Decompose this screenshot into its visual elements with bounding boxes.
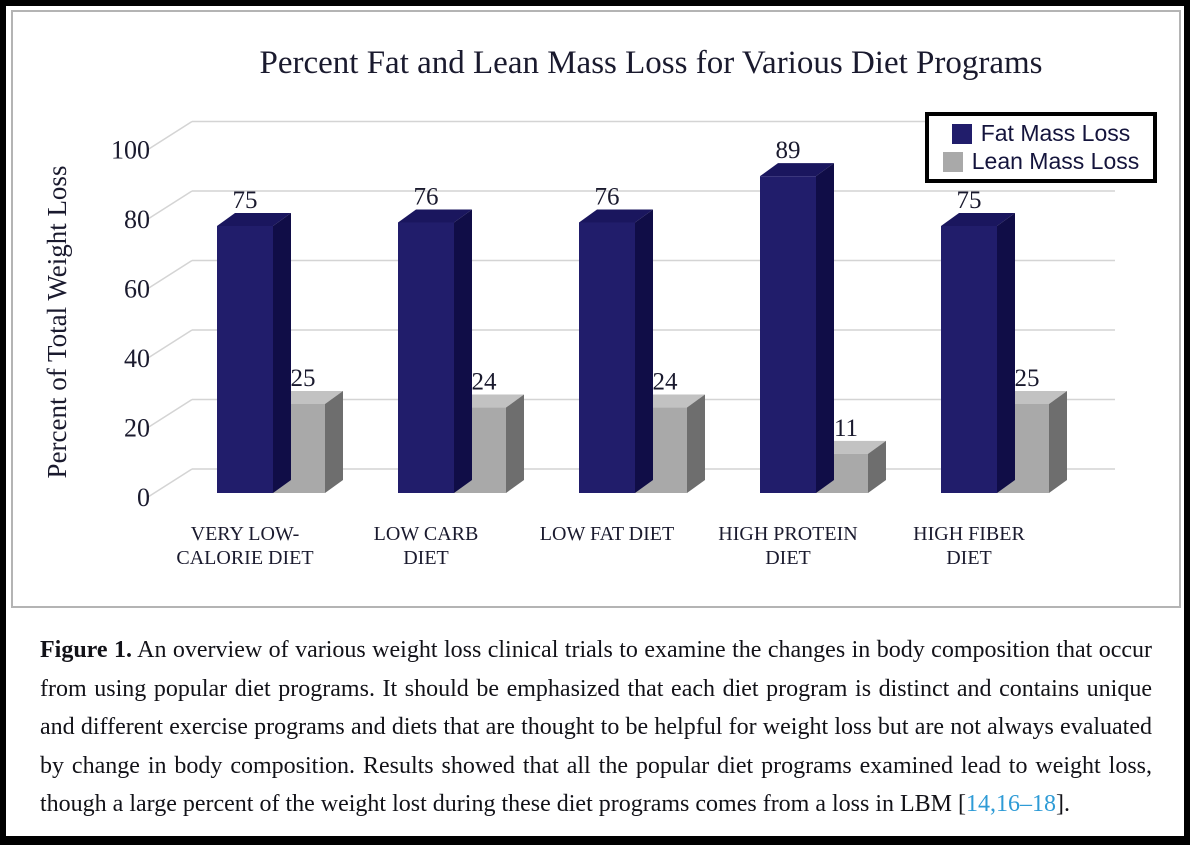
axis-depth-line [147,190,193,220]
y-tick-label: 20 [124,414,150,443]
x-category-label: DIET [765,547,811,569]
bar-fat-mass-loss-front [941,226,997,493]
bar-fat-mass-loss-front [398,222,454,493]
bar-fat-mass-loss-top [579,209,653,223]
axis-depth-line [147,398,193,429]
legend-swatch-lean-icon [942,151,963,172]
bar-lean-mass-loss-side [1049,391,1067,493]
y-tick-label: 0 [137,483,150,512]
figure-caption-end: ]. [1056,791,1071,817]
bar-fat-mass-loss-side [997,213,1015,493]
axis-depth-line [147,468,193,498]
value-label-fat: 76 [414,183,439,210]
legend-label-fat: Fat Mass Loss [980,120,1131,146]
legend: Fat Mass Loss Lean Mass Loss [925,112,1157,183]
value-label-lean: 11 [834,415,858,442]
chart-svg: Percent Fat and Lean Mass Loss for Vario… [42,45,1115,569]
bar-fat-mass-loss-side [273,213,291,493]
value-label-lean: 24 [472,369,498,396]
citation-link[interactable]: 14,16–18 [966,791,1057,817]
figure-caption-text: An overview of various weight loss clini… [40,637,1152,817]
x-category-label: CALORIE DIET [176,547,313,569]
value-label-fat: 75 [233,187,258,214]
figure-caption: Figure 1. An overview of various weight … [40,631,1152,824]
bar-fat-mass-loss-side [635,209,653,493]
chart-title: Percent Fat and Lean Mass Loss for Vario… [260,45,1043,81]
bar-fat-mass-loss-top [760,163,834,177]
legend-swatch-fat-icon [951,123,972,144]
bar-lean-mass-loss-side [325,391,343,493]
value-label-lean: 24 [653,369,679,396]
x-category-label: HIGH FIBER [913,523,1025,545]
bar-fat-mass-loss-top [941,213,1015,226]
figure-label: Figure 1. [40,637,132,663]
bar-lean-mass-loss-side [506,394,524,493]
y-axis-title: Percent of Total Weight Loss [42,166,72,479]
bar-fat-mass-loss-side [454,209,472,493]
y-tick-label: 100 [111,136,150,165]
value-label-lean: 25 [291,365,316,392]
bar-lean-mass-loss-side [687,394,705,493]
legend-item-fat-mass-loss: Fat Mass Loss [951,120,1131,146]
value-label-fat: 89 [776,137,801,164]
value-label-lean: 25 [1015,365,1040,392]
bar-fat-mass-loss-top [217,213,291,226]
value-label-fat: 76 [595,183,620,210]
bar-fat-mass-loss-front [760,176,816,493]
y-tick-label: 40 [124,344,150,373]
y-tick-label: 80 [124,205,150,234]
bar-fat-mass-loss-side [816,163,834,493]
x-category-label: DIET [403,547,449,569]
axis-depth-line [147,329,193,359]
x-category-label: HIGH PROTEIN [718,523,857,545]
x-category-label: LOW FAT DIET [540,523,674,545]
bar-fat-mass-loss-top [398,209,472,223]
axis-depth-line [147,259,193,290]
bar-fat-mass-loss-front [217,226,273,493]
legend-item-lean-mass-loss: Lean Mass Loss [942,148,1140,174]
axis-depth-line [147,120,193,151]
value-label-fat: 75 [957,187,982,214]
y-tick-label: 60 [124,275,150,304]
legend-label-lean: Lean Mass Loss [971,148,1140,174]
bar-lean-mass-loss-side [868,440,886,493]
x-category-label: VERY LOW- [191,523,300,545]
x-category-label: DIET [946,547,992,569]
bar-fat-mass-loss-front [579,222,635,493]
x-category-label: LOW CARB [374,523,479,545]
